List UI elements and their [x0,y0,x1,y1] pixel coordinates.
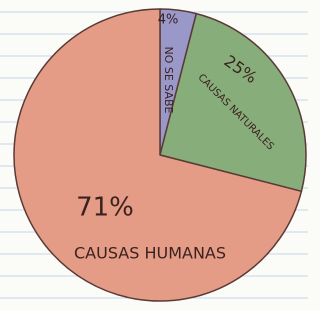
chart: 4% NO SE SABE 25% CAUSAS NATURALES 71% C… [0,0,308,310]
slice-value-label: 4% [158,13,179,28]
slice-label: NO SE SABE [162,46,175,113]
page: {"chart_data": {"type": "pie", "categori… [0,0,308,310]
slice-value-label: 71% [76,193,134,223]
slice-label: CAUSAS HUMANAS [74,244,226,263]
